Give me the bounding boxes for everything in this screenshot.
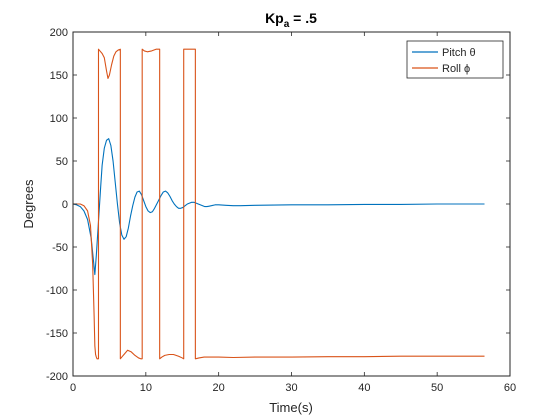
x-tick-label: 60 bbox=[504, 382, 516, 394]
y-tick-label: -50 bbox=[52, 242, 68, 254]
series-layer bbox=[72, 48, 485, 360]
y-tick-label: -200 bbox=[46, 371, 68, 383]
y-tick-label: 200 bbox=[50, 27, 68, 39]
series-line-roll bbox=[73, 48, 485, 360]
legend-label-roll: Roll ϕ bbox=[442, 63, 470, 75]
y-tick-label: -100 bbox=[46, 285, 68, 297]
x-tick-label: 0 bbox=[70, 382, 76, 394]
x-tick-label: 10 bbox=[140, 382, 152, 394]
legend-label-pitch: Pitch θ bbox=[442, 47, 476, 59]
x-tick-label: 40 bbox=[358, 382, 370, 394]
x-axis-label: Time(s) bbox=[269, 400, 313, 415]
chart-title: Kpa = .5 bbox=[265, 10, 317, 30]
chart-title-subscript: a bbox=[284, 19, 290, 30]
axis-layer: 0 10 20 30 40 50 60 -200 -150 -100 -50 0 50 100 150 200 bbox=[46, 27, 516, 394]
x-tick-label: 30 bbox=[285, 382, 297, 394]
y-tick-label: 0 bbox=[62, 199, 68, 211]
y-tick-label: -150 bbox=[46, 328, 68, 340]
y-axis-label: Degrees bbox=[21, 179, 36, 229]
y-tick-label: 50 bbox=[56, 156, 68, 168]
legend: Pitch θ Roll ϕ bbox=[406, 40, 504, 79]
x-tick-label: 20 bbox=[213, 382, 225, 394]
series-line-pitch bbox=[72, 138, 485, 276]
y-tick-label: 150 bbox=[50, 70, 68, 82]
y-tick-label: 100 bbox=[50, 113, 68, 125]
chart-title-main: Kp bbox=[265, 10, 284, 26]
x-tick-label: 50 bbox=[431, 382, 443, 394]
chart-title-rest: = .5 bbox=[289, 10, 317, 26]
legend-box bbox=[406, 40, 504, 79]
